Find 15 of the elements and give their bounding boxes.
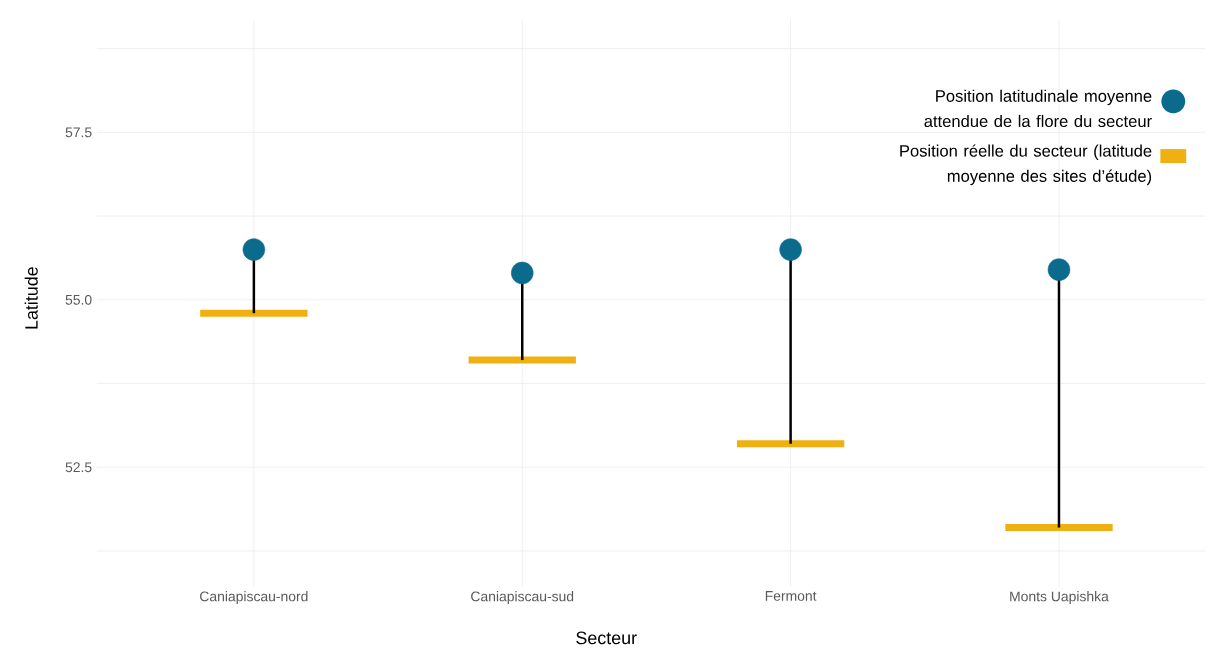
point <box>242 238 266 261</box>
point <box>779 238 802 261</box>
x-tick-label: Caniapiscau-sud <box>471 591 574 605</box>
y-tick-label: 57.5 <box>65 127 92 138</box>
legend-label: Position réelle du secteur (latitude moyenne des sites d’étude) <box>900 144 1152 186</box>
x-tick-label: Monts Uapishka <box>1010 591 1109 605</box>
legend-label: Position latitudinale moyenne attendue de la flore du secteur <box>924 89 1152 128</box>
point <box>511 261 534 285</box>
y-tick-label: 55.0 <box>65 294 92 305</box>
x-tick-label: Fermont <box>765 591 817 601</box>
x-axis-title: Secteur <box>576 631 637 645</box>
y-tick-label: 52.5 <box>65 462 92 473</box>
y-axis-title: Latitude <box>24 267 38 329</box>
x-tick-label: Caniapiscau-nord <box>200 591 308 605</box>
point <box>1047 258 1071 281</box>
